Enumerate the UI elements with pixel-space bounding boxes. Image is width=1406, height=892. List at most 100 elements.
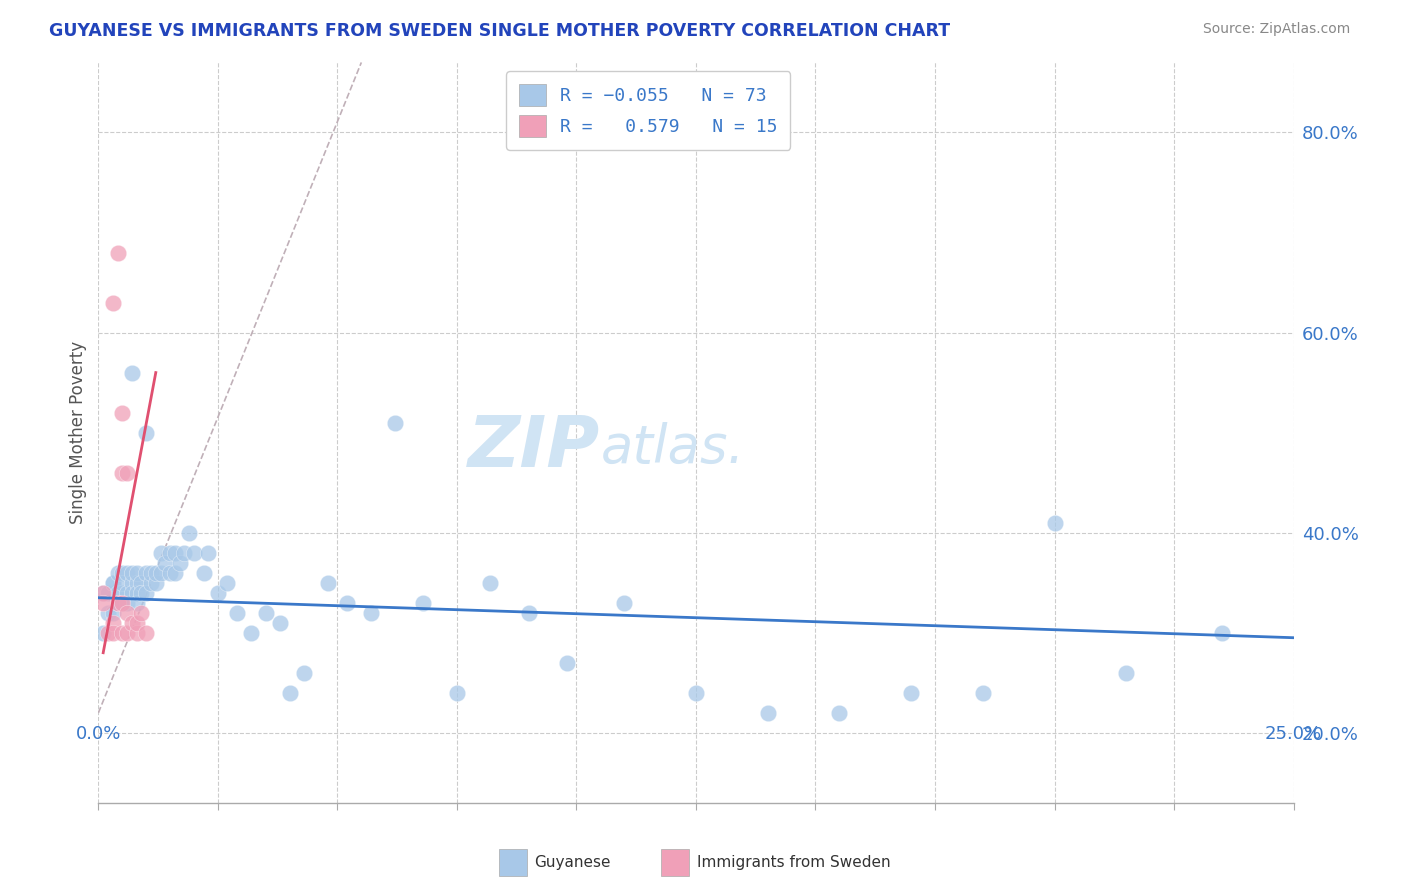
Point <box>1115 665 1137 680</box>
Point <box>135 625 157 640</box>
Point <box>169 556 191 570</box>
Point <box>1043 516 1066 530</box>
Point <box>121 366 143 380</box>
Point <box>179 525 201 540</box>
Point <box>97 585 120 599</box>
Point <box>173 546 195 560</box>
Point <box>159 546 181 560</box>
Point <box>111 596 134 610</box>
Point <box>115 596 138 610</box>
Point <box>756 706 779 720</box>
Point <box>107 585 129 599</box>
Point <box>101 625 124 640</box>
Point <box>517 606 540 620</box>
Point <box>125 585 148 599</box>
Legend: R = −0.055   N = 73, R =   0.579   N = 15: R = −0.055 N = 73, R = 0.579 N = 15 <box>506 71 790 150</box>
Point <box>121 566 143 580</box>
Point <box>135 425 157 440</box>
Point <box>101 575 124 590</box>
Point <box>107 596 129 610</box>
Point <box>139 566 162 580</box>
Point <box>135 585 157 599</box>
Text: atlas.: atlas. <box>600 421 745 474</box>
Point <box>155 556 177 570</box>
Point <box>91 625 114 640</box>
Text: Immigrants from Sweden: Immigrants from Sweden <box>697 855 891 870</box>
Point <box>97 625 120 640</box>
Point <box>972 686 994 700</box>
Point <box>115 625 138 640</box>
Point <box>292 665 315 680</box>
Point <box>97 606 120 620</box>
Point <box>115 466 138 480</box>
Point <box>828 706 851 720</box>
Point <box>115 585 138 599</box>
Point <box>269 615 291 630</box>
Point <box>217 575 239 590</box>
Point <box>316 575 339 590</box>
Point <box>135 566 157 580</box>
Point <box>685 686 707 700</box>
Point <box>479 575 502 590</box>
Point <box>111 585 134 599</box>
Point <box>91 585 114 599</box>
Point <box>183 546 205 560</box>
Point <box>107 596 129 610</box>
Point <box>163 546 186 560</box>
Point <box>121 585 143 599</box>
Y-axis label: Single Mother Poverty: Single Mother Poverty <box>69 341 87 524</box>
Point <box>121 575 143 590</box>
Point <box>125 566 148 580</box>
Point <box>412 596 434 610</box>
Point <box>336 596 359 610</box>
Point <box>197 546 219 560</box>
Point <box>446 686 468 700</box>
Point <box>101 575 124 590</box>
Point <box>149 546 172 560</box>
Point <box>384 416 406 430</box>
Point <box>115 566 138 580</box>
Point <box>131 575 153 590</box>
Point <box>125 596 148 610</box>
Point <box>107 245 129 260</box>
Point <box>159 566 181 580</box>
Text: 0.0%: 0.0% <box>76 725 121 743</box>
Text: Guyanese: Guyanese <box>534 855 610 870</box>
Point <box>145 575 167 590</box>
Point <box>131 585 153 599</box>
Point <box>555 656 578 670</box>
Point <box>163 566 186 580</box>
Point <box>91 596 114 610</box>
Point <box>1211 625 1233 640</box>
Point <box>115 606 138 620</box>
Point <box>111 596 134 610</box>
Point <box>111 625 134 640</box>
Point <box>193 566 215 580</box>
Point <box>613 596 636 610</box>
Point <box>226 606 249 620</box>
Text: Source: ZipAtlas.com: Source: ZipAtlas.com <box>1202 22 1350 37</box>
Point <box>900 686 922 700</box>
Text: ZIP: ZIP <box>468 413 600 482</box>
Point <box>101 606 124 620</box>
Point <box>101 295 124 310</box>
Point <box>121 615 143 630</box>
Point <box>111 466 134 480</box>
Point <box>107 566 129 580</box>
Point <box>240 625 263 640</box>
Point <box>125 625 148 640</box>
Point <box>149 566 172 580</box>
Point <box>278 686 301 700</box>
Point <box>139 575 162 590</box>
Point <box>131 606 153 620</box>
Point <box>254 606 277 620</box>
Point <box>111 575 134 590</box>
Point <box>207 585 229 599</box>
Point <box>125 615 148 630</box>
Point <box>145 566 167 580</box>
Point <box>360 606 382 620</box>
Point <box>111 566 134 580</box>
Point <box>111 406 134 420</box>
Point <box>125 575 148 590</box>
Point <box>101 615 124 630</box>
